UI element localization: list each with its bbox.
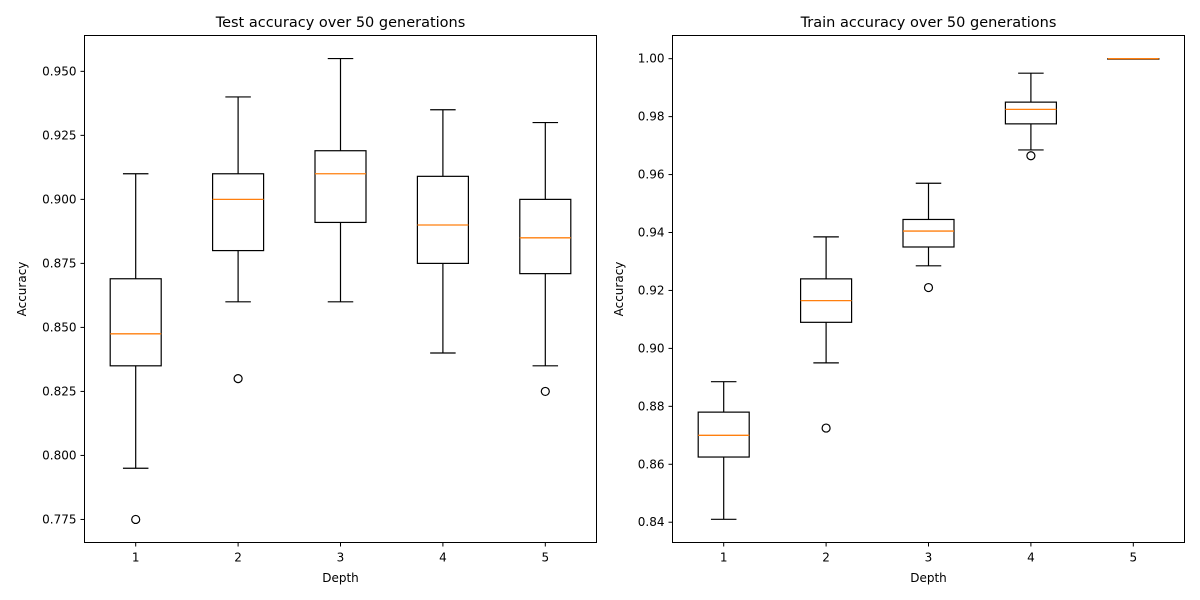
test-y-tick-label: 0.925	[42, 128, 76, 142]
test-marks: 0.775 0.800 0.825 0.850 0.875 0.900 0.925 0.950…	[42, 57, 572, 565]
test-y-tick-label: 0.775	[42, 512, 76, 526]
train-y-tick-label: 0.86	[638, 457, 665, 471]
test-y-tick-label: 0.900	[42, 192, 76, 206]
train-chart-title: Train accuracy over 50 generations	[800, 15, 1057, 31]
train-marks: 0.84 0.86 0.88 0.90 0.92 0.94 0.96 0.98 1.00 1 2 3 4…	[638, 52, 1160, 565]
train-y-tick-label: 0.96	[638, 168, 665, 182]
outlier-point	[923, 282, 934, 293]
outlier-point	[540, 386, 550, 397]
train-x-tick-label: 5	[1129, 551, 1137, 565]
iqr-box	[212, 173, 265, 252]
train-accuracy-panel: Train accuracy over 50 generations 0.840…	[612, 15, 1185, 585]
iqr-box	[697, 411, 750, 458]
test-x-tick-label: 1	[132, 551, 140, 565]
test-y-tick-label: 0.825	[42, 384, 76, 398]
test-chart-title: Test accuracy over 50 generations	[215, 15, 466, 31]
test-x-tick-label: 5	[541, 551, 549, 565]
train-x-tick-label: 2	[822, 551, 830, 565]
train-y-tick-label: 0.98	[638, 110, 665, 124]
test-y-tick-label: 0.850	[42, 320, 76, 334]
test-box-depth-4	[416, 109, 469, 354]
train-y-tick-label: 0.88	[638, 399, 665, 413]
test-box-depth-5	[519, 121, 572, 397]
train-x-tick-label: 4	[1027, 551, 1035, 565]
iqr-box	[109, 278, 162, 367]
train-box-depth-4	[1004, 72, 1058, 161]
test-y-axis-label: Accuracy	[15, 262, 29, 317]
train-box-depth-1	[697, 381, 750, 520]
iqr-box	[902, 218, 955, 248]
test-y-tick-label: 0.950	[42, 64, 76, 78]
train-box-depth-2	[799, 236, 853, 433]
train-y-tick-label: 0.94	[638, 226, 665, 240]
iqr-box	[519, 198, 572, 275]
test-y-tick-label: 0.875	[42, 256, 76, 270]
train-y-tick-label: 0.92	[638, 283, 665, 297]
train-box-depth-3	[902, 182, 955, 293]
train-box-depth-5	[1107, 58, 1160, 60]
outlier-point	[821, 423, 831, 433]
iqr-box	[416, 175, 469, 264]
test-x-axis-label: Depth	[322, 571, 359, 585]
outlier-point	[1026, 151, 1036, 161]
train-y-tick-label: 0.84	[638, 515, 665, 529]
test-box-depth-2	[212, 96, 265, 384]
train-y-tick-label: 1.00	[638, 52, 665, 66]
iqr-box	[314, 150, 367, 224]
outlier-point	[131, 514, 141, 525]
test-box-depth-1	[109, 173, 162, 525]
iqr-box	[1004, 101, 1058, 125]
test-accuracy-panel: Test accuracy over 50 generations 0.7750…	[15, 15, 597, 585]
train-y-axis-label: Accuracy	[612, 262, 626, 317]
test-box-depth-3	[314, 57, 367, 303]
train-x-axis-label: Depth	[910, 571, 947, 585]
train-x-tick-label: 3	[925, 551, 933, 565]
test-y-tick-label: 0.800	[42, 448, 76, 462]
test-x-tick-label: 3	[337, 551, 345, 565]
test-x-tick-label: 4	[439, 551, 447, 565]
test-x-tick-label: 2	[234, 551, 242, 565]
train-x-tick-label: 1	[720, 551, 728, 565]
outlier-point	[233, 374, 243, 384]
train-y-tick-label: 0.90	[638, 341, 665, 355]
